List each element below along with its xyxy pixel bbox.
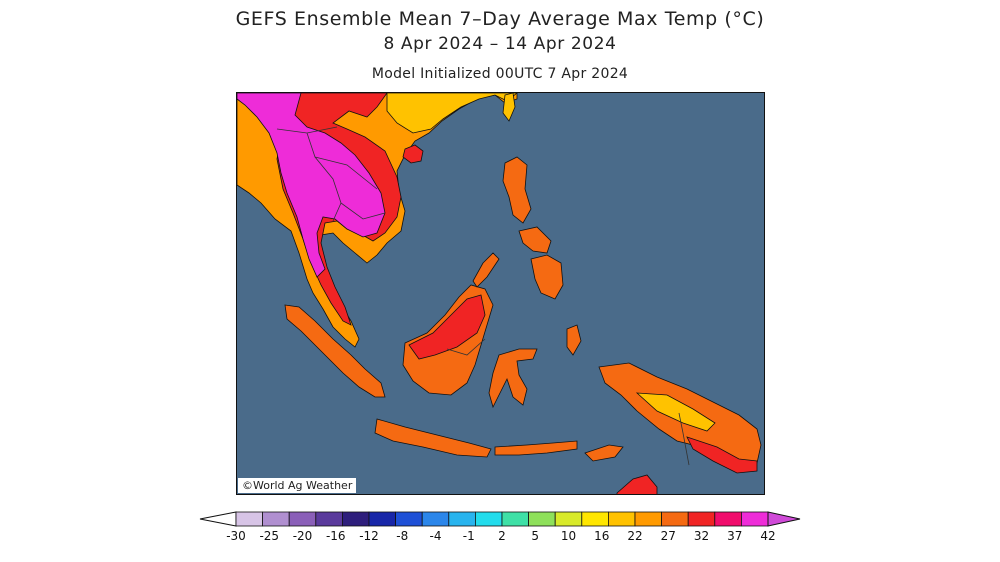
legend-tick-label: -1 xyxy=(463,529,475,543)
mainland-extreme-zone xyxy=(237,93,386,278)
model-init-label: Model Initialized 00UTC 7 Apr 2024 xyxy=(371,66,629,82)
legend-tick-label: -12 xyxy=(359,529,379,543)
lesser-sunda-islands xyxy=(494,440,578,456)
sulawesi xyxy=(488,348,538,409)
northern-australia xyxy=(616,474,658,494)
legend-swatch xyxy=(528,511,556,527)
legend-swatch xyxy=(501,511,530,527)
legend-tick-label: -20 xyxy=(293,529,313,543)
legend-tick-label: -30 xyxy=(226,529,246,543)
map-title: GEFS Ensemble Mean 7–Day Average Max Tem… xyxy=(235,8,765,30)
legend-swatch xyxy=(235,511,264,527)
hainan-island xyxy=(402,144,424,164)
legend-tick-label: 5 xyxy=(531,529,539,543)
legend-tick-label: 2 xyxy=(498,529,506,543)
legend-swatch xyxy=(448,511,476,527)
legend-swatch xyxy=(341,511,370,527)
java xyxy=(374,418,492,458)
date-range: 8 Apr 2024 – 14 Apr 2024 xyxy=(383,34,617,54)
legend-swatch xyxy=(661,511,689,527)
borneo-hot-zone xyxy=(408,294,486,360)
legend-swatch xyxy=(421,511,450,527)
legend-swatch xyxy=(288,511,317,527)
legend-tick-label: 42 xyxy=(760,529,775,543)
credit-label: ©World Ag Weather xyxy=(238,478,357,493)
mindanao xyxy=(530,254,564,300)
temperature-map xyxy=(237,93,764,494)
country-borders xyxy=(276,126,690,466)
new-guinea-highlands xyxy=(635,392,716,432)
legend-tick-label: -8 xyxy=(396,529,408,543)
legend-tick-label: 10 xyxy=(561,529,576,543)
sumatra xyxy=(284,304,386,398)
legend-swatch xyxy=(474,511,503,527)
timor xyxy=(584,444,624,462)
legend-tick-label: 22 xyxy=(627,529,642,543)
legend-swatch xyxy=(368,511,397,527)
legend-tick-label: 16 xyxy=(594,529,609,543)
legend-swatch xyxy=(262,511,290,527)
map-panel: ©World Ag Weather xyxy=(236,92,765,495)
legend-tick-label: 37 xyxy=(727,529,742,543)
legend-swatch xyxy=(581,511,609,527)
legend-swatch xyxy=(554,511,583,527)
legend-swatch xyxy=(687,511,716,527)
legend-swatch xyxy=(741,511,769,527)
legend-arrow-high xyxy=(767,511,801,527)
new-guinea-south-coast xyxy=(686,436,758,474)
legend-tick-label: 32 xyxy=(694,529,709,543)
legend-swatch xyxy=(634,511,663,527)
legend-tick-label: 27 xyxy=(661,529,676,543)
legend-swatch xyxy=(315,511,343,527)
legend-tick-label: -4 xyxy=(430,529,442,543)
legend-swatch xyxy=(395,511,423,527)
palawan xyxy=(472,252,500,288)
legend-tick-label: -16 xyxy=(326,529,346,543)
halmahera xyxy=(566,324,582,356)
taiwan xyxy=(502,93,516,122)
legend-swatch xyxy=(714,511,742,527)
visayas xyxy=(518,226,552,254)
legend-tick-label: -25 xyxy=(259,529,279,543)
legend-swatch xyxy=(608,511,636,527)
legend-arrow-low xyxy=(199,511,237,527)
luzon xyxy=(502,156,532,224)
